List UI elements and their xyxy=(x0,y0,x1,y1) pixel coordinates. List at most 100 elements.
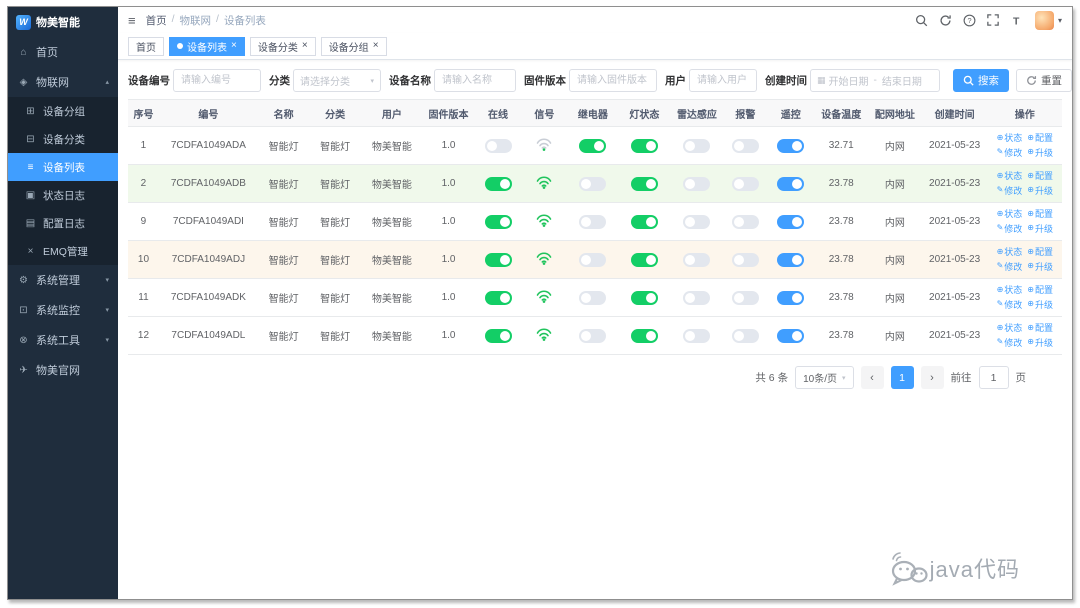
sidebar-item-device-list[interactable]: ≡ 设备列表 xyxy=(8,153,118,181)
sidebar-item-emq[interactable]: × EMQ管理 xyxy=(8,237,118,265)
alarm-toggle[interactable] xyxy=(731,138,759,153)
radar-toggle[interactable] xyxy=(683,214,711,229)
radar-toggle[interactable] xyxy=(683,328,711,343)
refresh-icon[interactable] xyxy=(939,14,952,27)
tab-4[interactable]: 设备分组 × xyxy=(320,36,387,56)
op-status-link[interactable]: ⊕ 状态 xyxy=(997,169,1023,183)
category-select[interactable]: 请选择分类 ▾ xyxy=(293,69,381,92)
firmware-input[interactable] xyxy=(569,69,657,92)
op-edit-link[interactable]: ✎ 修改 xyxy=(997,260,1023,274)
sidebar-item-device-group[interactable]: ⊞ 设备分组 xyxy=(8,97,118,125)
light-toggle[interactable] xyxy=(630,252,658,267)
op-config-link[interactable]: ⊕ 配置 xyxy=(1027,245,1053,259)
relay-toggle[interactable] xyxy=(579,328,607,343)
op-config-link[interactable]: ⊕ 配置 xyxy=(1027,321,1053,335)
device-name-input[interactable] xyxy=(434,69,516,92)
fullscreen-icon[interactable] xyxy=(987,14,999,26)
op-edit-link[interactable]: ✎ 修改 xyxy=(997,184,1023,198)
close-icon[interactable]: × xyxy=(372,40,379,51)
user-menu[interactable]: ▾ xyxy=(1034,10,1062,30)
op-edit-link[interactable]: ✎ 修改 xyxy=(997,336,1023,350)
online-toggle[interactable] xyxy=(484,138,512,153)
tab-1[interactable]: 首页 xyxy=(128,36,164,56)
light-toggle[interactable] xyxy=(630,214,658,229)
light-toggle[interactable] xyxy=(630,328,658,343)
avatar[interactable] xyxy=(1034,10,1054,30)
op-upgrade-link[interactable]: ⊕ 升级 xyxy=(1027,184,1053,198)
op-upgrade-link[interactable]: ⊕ 升级 xyxy=(1027,222,1053,236)
breadcrumb-item[interactable]: 物联网 xyxy=(179,14,212,27)
light-toggle[interactable] xyxy=(630,290,658,305)
op-status-link[interactable]: ⊕ 状态 xyxy=(997,207,1023,221)
alarm-toggle[interactable] xyxy=(731,252,759,267)
op-status-link[interactable]: ⊕ 状态 xyxy=(997,283,1023,297)
op-upgrade-link[interactable]: ⊕ 升级 xyxy=(1027,298,1053,312)
online-toggle[interactable] xyxy=(484,252,512,267)
light-toggle[interactable] xyxy=(630,138,658,153)
remote-toggle[interactable] xyxy=(777,252,805,267)
online-toggle[interactable] xyxy=(484,290,512,305)
next-page-button[interactable]: › xyxy=(920,366,944,389)
tab-3[interactable]: 设备分类 × xyxy=(249,36,316,56)
alarm-toggle[interactable] xyxy=(731,176,759,191)
created-daterange[interactable]: ▦ 开始日期 - 结束日期 xyxy=(810,69,940,92)
sidebar-item-config-log[interactable]: ▤ 配置日志 xyxy=(8,209,118,237)
font-size-icon[interactable]: T xyxy=(1010,14,1023,27)
online-toggle[interactable] xyxy=(484,328,512,343)
remote-toggle[interactable] xyxy=(777,328,805,343)
remote-toggle[interactable] xyxy=(777,290,805,305)
sidebar-item-tools[interactable]: ⊗ 系统工具 ▾ xyxy=(8,325,118,355)
relay-toggle[interactable] xyxy=(579,176,607,191)
device-no-input[interactable] xyxy=(173,69,261,92)
page-size-select[interactable]: 10条/页 ▾ xyxy=(795,366,854,389)
reset-button[interactable]: 重置 xyxy=(1016,69,1072,92)
relay-toggle[interactable] xyxy=(579,214,607,229)
search-icon[interactable] xyxy=(915,14,928,27)
op-status-link[interactable]: ⊕ 状态 xyxy=(997,321,1023,335)
sidebar-item-device-category[interactable]: ⊟ 设备分类 xyxy=(8,125,118,153)
radar-toggle[interactable] xyxy=(683,290,711,305)
remote-toggle[interactable] xyxy=(777,138,805,153)
page-1-button[interactable]: 1 xyxy=(890,366,914,389)
op-upgrade-link[interactable]: ⊕ 升级 xyxy=(1027,146,1053,160)
op-config-link[interactable]: ⊕ 配置 xyxy=(1027,207,1053,221)
sidebar-item-iot[interactable]: ◈ 物联网 ▴ xyxy=(8,67,118,97)
tab-2[interactable]: 设备列表 × xyxy=(169,36,245,56)
user-input[interactable] xyxy=(689,69,757,92)
goto-page-input[interactable] xyxy=(978,366,1009,389)
relay-toggle[interactable] xyxy=(579,138,607,153)
alarm-toggle[interactable] xyxy=(731,214,759,229)
radar-toggle[interactable] xyxy=(683,176,711,191)
collapse-sidebar-icon[interactable]: ≡ xyxy=(128,12,136,28)
prev-page-button[interactable]: ‹ xyxy=(860,366,884,389)
online-toggle[interactable] xyxy=(484,176,512,191)
sidebar-item-system[interactable]: ⚙ 系统管理 ▾ xyxy=(8,265,118,295)
remote-toggle[interactable] xyxy=(777,176,805,191)
op-edit-link[interactable]: ✎ 修改 xyxy=(997,298,1023,312)
help-icon[interactable]: ? xyxy=(963,14,976,27)
relay-toggle[interactable] xyxy=(579,290,607,305)
sidebar-item-status-log[interactable]: ▣ 状态日志 xyxy=(8,181,118,209)
relay-toggle[interactable] xyxy=(579,252,607,267)
op-config-link[interactable]: ⊕ 配置 xyxy=(1027,131,1053,145)
op-edit-link[interactable]: ✎ 修改 xyxy=(997,146,1023,160)
op-edit-link[interactable]: ✎ 修改 xyxy=(997,222,1023,236)
op-upgrade-link[interactable]: ⊕ 升级 xyxy=(1027,336,1053,350)
op-config-link[interactable]: ⊕ 配置 xyxy=(1027,169,1053,183)
light-toggle[interactable] xyxy=(630,176,658,191)
sidebar-item-site[interactable]: ✈ 物美官网 xyxy=(8,355,118,385)
op-config-link[interactable]: ⊕ 配置 xyxy=(1027,283,1053,297)
sidebar-item-home[interactable]: ⌂ 首页 xyxy=(8,37,118,67)
close-icon[interactable]: × xyxy=(301,40,308,51)
radar-toggle[interactable] xyxy=(683,252,711,267)
op-status-link[interactable]: ⊕ 状态 xyxy=(997,131,1023,145)
radar-toggle[interactable] xyxy=(683,138,711,153)
alarm-toggle[interactable] xyxy=(731,328,759,343)
op-upgrade-link[interactable]: ⊕ 升级 xyxy=(1027,260,1053,274)
alarm-toggle[interactable] xyxy=(731,290,759,305)
close-icon[interactable]: × xyxy=(231,40,237,51)
op-status-link[interactable]: ⊕ 状态 xyxy=(997,245,1023,259)
breadcrumb-item[interactable]: 首页 xyxy=(145,14,167,27)
remote-toggle[interactable] xyxy=(777,214,805,229)
sidebar-item-monitor[interactable]: ⊡ 系统监控 ▾ xyxy=(8,295,118,325)
